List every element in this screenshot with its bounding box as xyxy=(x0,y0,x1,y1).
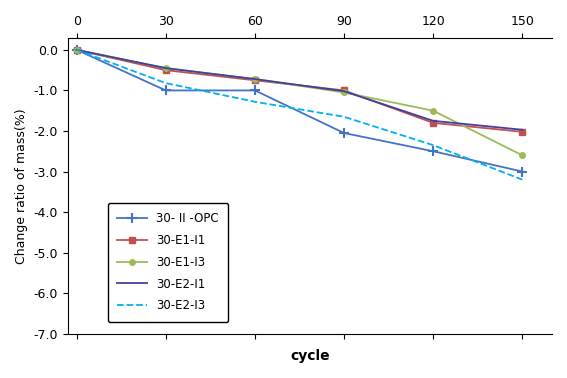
30-E1-I1 xyxy=(162,68,169,73)
30-E2-I1 xyxy=(519,127,526,132)
30-E1-I1 xyxy=(519,130,526,134)
30-E1-I1 xyxy=(252,78,259,82)
30- II -OPC xyxy=(430,149,437,153)
30- II -OPC xyxy=(252,88,259,93)
30-E2-I1 xyxy=(430,119,437,123)
Line: 30- II -OPC: 30- II -OPC xyxy=(72,45,527,177)
30-E2-I3 xyxy=(162,81,169,85)
30- II -OPC xyxy=(341,131,348,135)
Line: 30-E2-I3: 30-E2-I3 xyxy=(77,50,522,180)
30-E1-I3 xyxy=(73,48,80,52)
30-E2-I3 xyxy=(73,48,80,52)
30-E2-I1 xyxy=(162,66,169,70)
30-E1-I3 xyxy=(519,153,526,158)
Y-axis label: Change ratio of mass(%): Change ratio of mass(%) xyxy=(15,108,28,263)
30-E2-I3 xyxy=(252,99,259,104)
30-E2-I3 xyxy=(341,115,348,119)
30-E1-I3 xyxy=(430,108,437,113)
30-E2-I3 xyxy=(430,143,437,147)
Line: 30-E1-I1: 30-E1-I1 xyxy=(74,47,525,135)
30-E1-I3 xyxy=(341,90,348,95)
30-E1-I1 xyxy=(430,121,437,125)
30-E1-I3 xyxy=(162,66,169,70)
30-E2-I1 xyxy=(341,89,348,93)
X-axis label: cycle: cycle xyxy=(290,349,329,363)
30-E2-I3 xyxy=(519,177,526,182)
Legend: 30- II -OPC, 30-E1-I1, 30-E1-I3, 30-E2-I1, 30-E2-I3: 30- II -OPC, 30-E1-I1, 30-E1-I3, 30-E2-I… xyxy=(108,203,228,322)
30-E1-I1 xyxy=(73,48,80,52)
30- II -OPC xyxy=(162,88,169,93)
Line: 30-E2-I1: 30-E2-I1 xyxy=(77,50,522,130)
30- II -OPC xyxy=(519,169,526,174)
Line: 30-E1-I3: 30-E1-I3 xyxy=(74,47,525,158)
30-E2-I1 xyxy=(73,48,80,52)
30-E1-I1 xyxy=(341,88,348,93)
30-E1-I3 xyxy=(252,77,259,81)
30-E2-I1 xyxy=(252,77,259,81)
30- II -OPC xyxy=(73,48,80,52)
